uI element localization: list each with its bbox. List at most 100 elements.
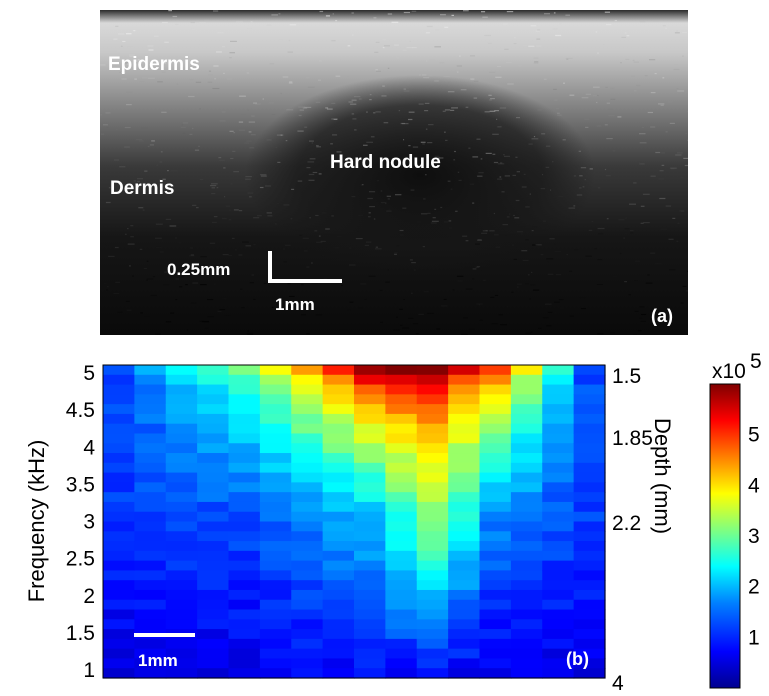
- oct-speckle: [640, 313, 647, 316]
- heatmap-cell: [416, 462, 449, 474]
- oct-speckle: [470, 55, 475, 57]
- oct-speckle: [556, 274, 561, 276]
- oct-speckle: [126, 104, 132, 106]
- heatmap-cell: [416, 560, 449, 572]
- oct-speckle: [504, 48, 509, 50]
- heatmap-cell: [354, 404, 386, 415]
- oct-speckle: [528, 45, 535, 47]
- heatmap-cell: [573, 365, 606, 376]
- oct-speckle: [490, 98, 495, 100]
- heatmap-cell: [103, 443, 135, 454]
- oct-speckle: [588, 229, 593, 231]
- oct-speckle: [538, 327, 542, 329]
- heatmap-cell: [134, 501, 167, 513]
- heatmap-cell: [134, 423, 167, 435]
- oct-speckle: [199, 108, 201, 110]
- oct-speckle: [140, 312, 143, 314]
- oct-speckle: [125, 300, 130, 302]
- heatmap-cell: [385, 609, 418, 620]
- heatmap-cell: [103, 599, 135, 611]
- oct-speckle: [512, 174, 516, 176]
- oct-speckle: [335, 20, 338, 22]
- oct-speckle: [636, 84, 641, 87]
- oct-speckle: [634, 280, 638, 282]
- oct-speckle: [516, 171, 520, 173]
- oct-speckle: [553, 12, 556, 14]
- oct-speckle: [226, 78, 233, 80]
- heatmap-cell: [134, 413, 167, 425]
- oct-speckle: [665, 205, 672, 207]
- oct-speckle: [513, 214, 515, 217]
- oct-speckle: [360, 184, 364, 186]
- heatmap-cell: [259, 668, 292, 679]
- heatmap-cell: [134, 550, 167, 562]
- oct-speckle: [127, 243, 135, 245]
- oct-speckle: [620, 62, 622, 64]
- heatmap-cell: [542, 433, 575, 444]
- oct-speckle: [368, 212, 371, 214]
- heatmap-cell: [479, 599, 512, 611]
- oct-image-panel: Epidermis Dermis Hard nodule 0.25mm 1mm …: [100, 10, 688, 335]
- heatmap-cell: [197, 580, 230, 591]
- heatmap-cell: [479, 589, 512, 601]
- heatmap-cell: [354, 658, 386, 669]
- heatmap-cell: [228, 394, 261, 405]
- heatmap-cell: [510, 668, 543, 679]
- oct-speckle: [162, 21, 168, 24]
- oct-speckle: [298, 114, 302, 117]
- oct-speckle: [248, 121, 255, 123]
- oct-speckle: [253, 217, 260, 219]
- oct-speckle: [190, 247, 194, 249]
- oct-speckle: [521, 250, 528, 252]
- oct-speckle: [523, 173, 526, 175]
- oct-speckle: [155, 223, 163, 225]
- oct-speckle: [287, 283, 291, 285]
- oct-speckle: [534, 61, 539, 63]
- heatmap-cell: [573, 668, 606, 679]
- oct-speckle: [386, 195, 391, 197]
- oct-speckle: [403, 88, 407, 90]
- oct-speckle: [472, 202, 475, 204]
- oct-speckle: [675, 154, 682, 156]
- heatmap-cell: [510, 638, 543, 650]
- heatmap-cell: [228, 453, 261, 464]
- oct-speckle: [580, 308, 586, 310]
- oct-speckle: [623, 237, 625, 239]
- heatmap-cell: [322, 443, 355, 454]
- heatmap-cell: [385, 423, 418, 435]
- oct-speckle: [428, 124, 434, 126]
- oct-speckle: [665, 131, 668, 133]
- oct-speckle: [434, 46, 441, 48]
- oct-speckle: [554, 301, 560, 303]
- oct-speckle: [396, 57, 400, 59]
- oct-speckle: [522, 44, 528, 47]
- oct-speckle: [289, 24, 297, 26]
- oct-speckle: [275, 283, 279, 285]
- y-tick-label: 1: [83, 659, 95, 682]
- oct-speckle: [640, 205, 645, 207]
- oct-speckle: [635, 260, 640, 262]
- heatmap-cell: [259, 531, 292, 542]
- oct-speckle: [413, 269, 416, 271]
- oct-speckle: [336, 236, 342, 238]
- oct-speckle: [152, 276, 156, 278]
- colorbar-gradient: [709, 383, 741, 689]
- oct-speckle: [251, 115, 255, 117]
- oct-speckle: [566, 58, 569, 60]
- oct-speckle: [544, 303, 552, 305]
- heatmap-cell: [385, 619, 418, 630]
- oct-speckle: [476, 138, 481, 140]
- oct-speckle: [511, 291, 514, 293]
- oct-speckle: [422, 334, 428, 335]
- oct-speckle: [369, 99, 372, 101]
- heatmap-cell: [197, 394, 230, 405]
- oct-speckle: [497, 126, 502, 128]
- oct-speckle: [283, 248, 285, 250]
- heatmap-cell: [197, 374, 230, 386]
- heatmap-cell: [510, 501, 543, 513]
- oct-speckle: [172, 266, 177, 268]
- oct-speckle: [582, 186, 585, 188]
- oct-speckle: [144, 170, 148, 172]
- heatmap-cell: [228, 580, 261, 591]
- oct-speckle: [530, 284, 536, 286]
